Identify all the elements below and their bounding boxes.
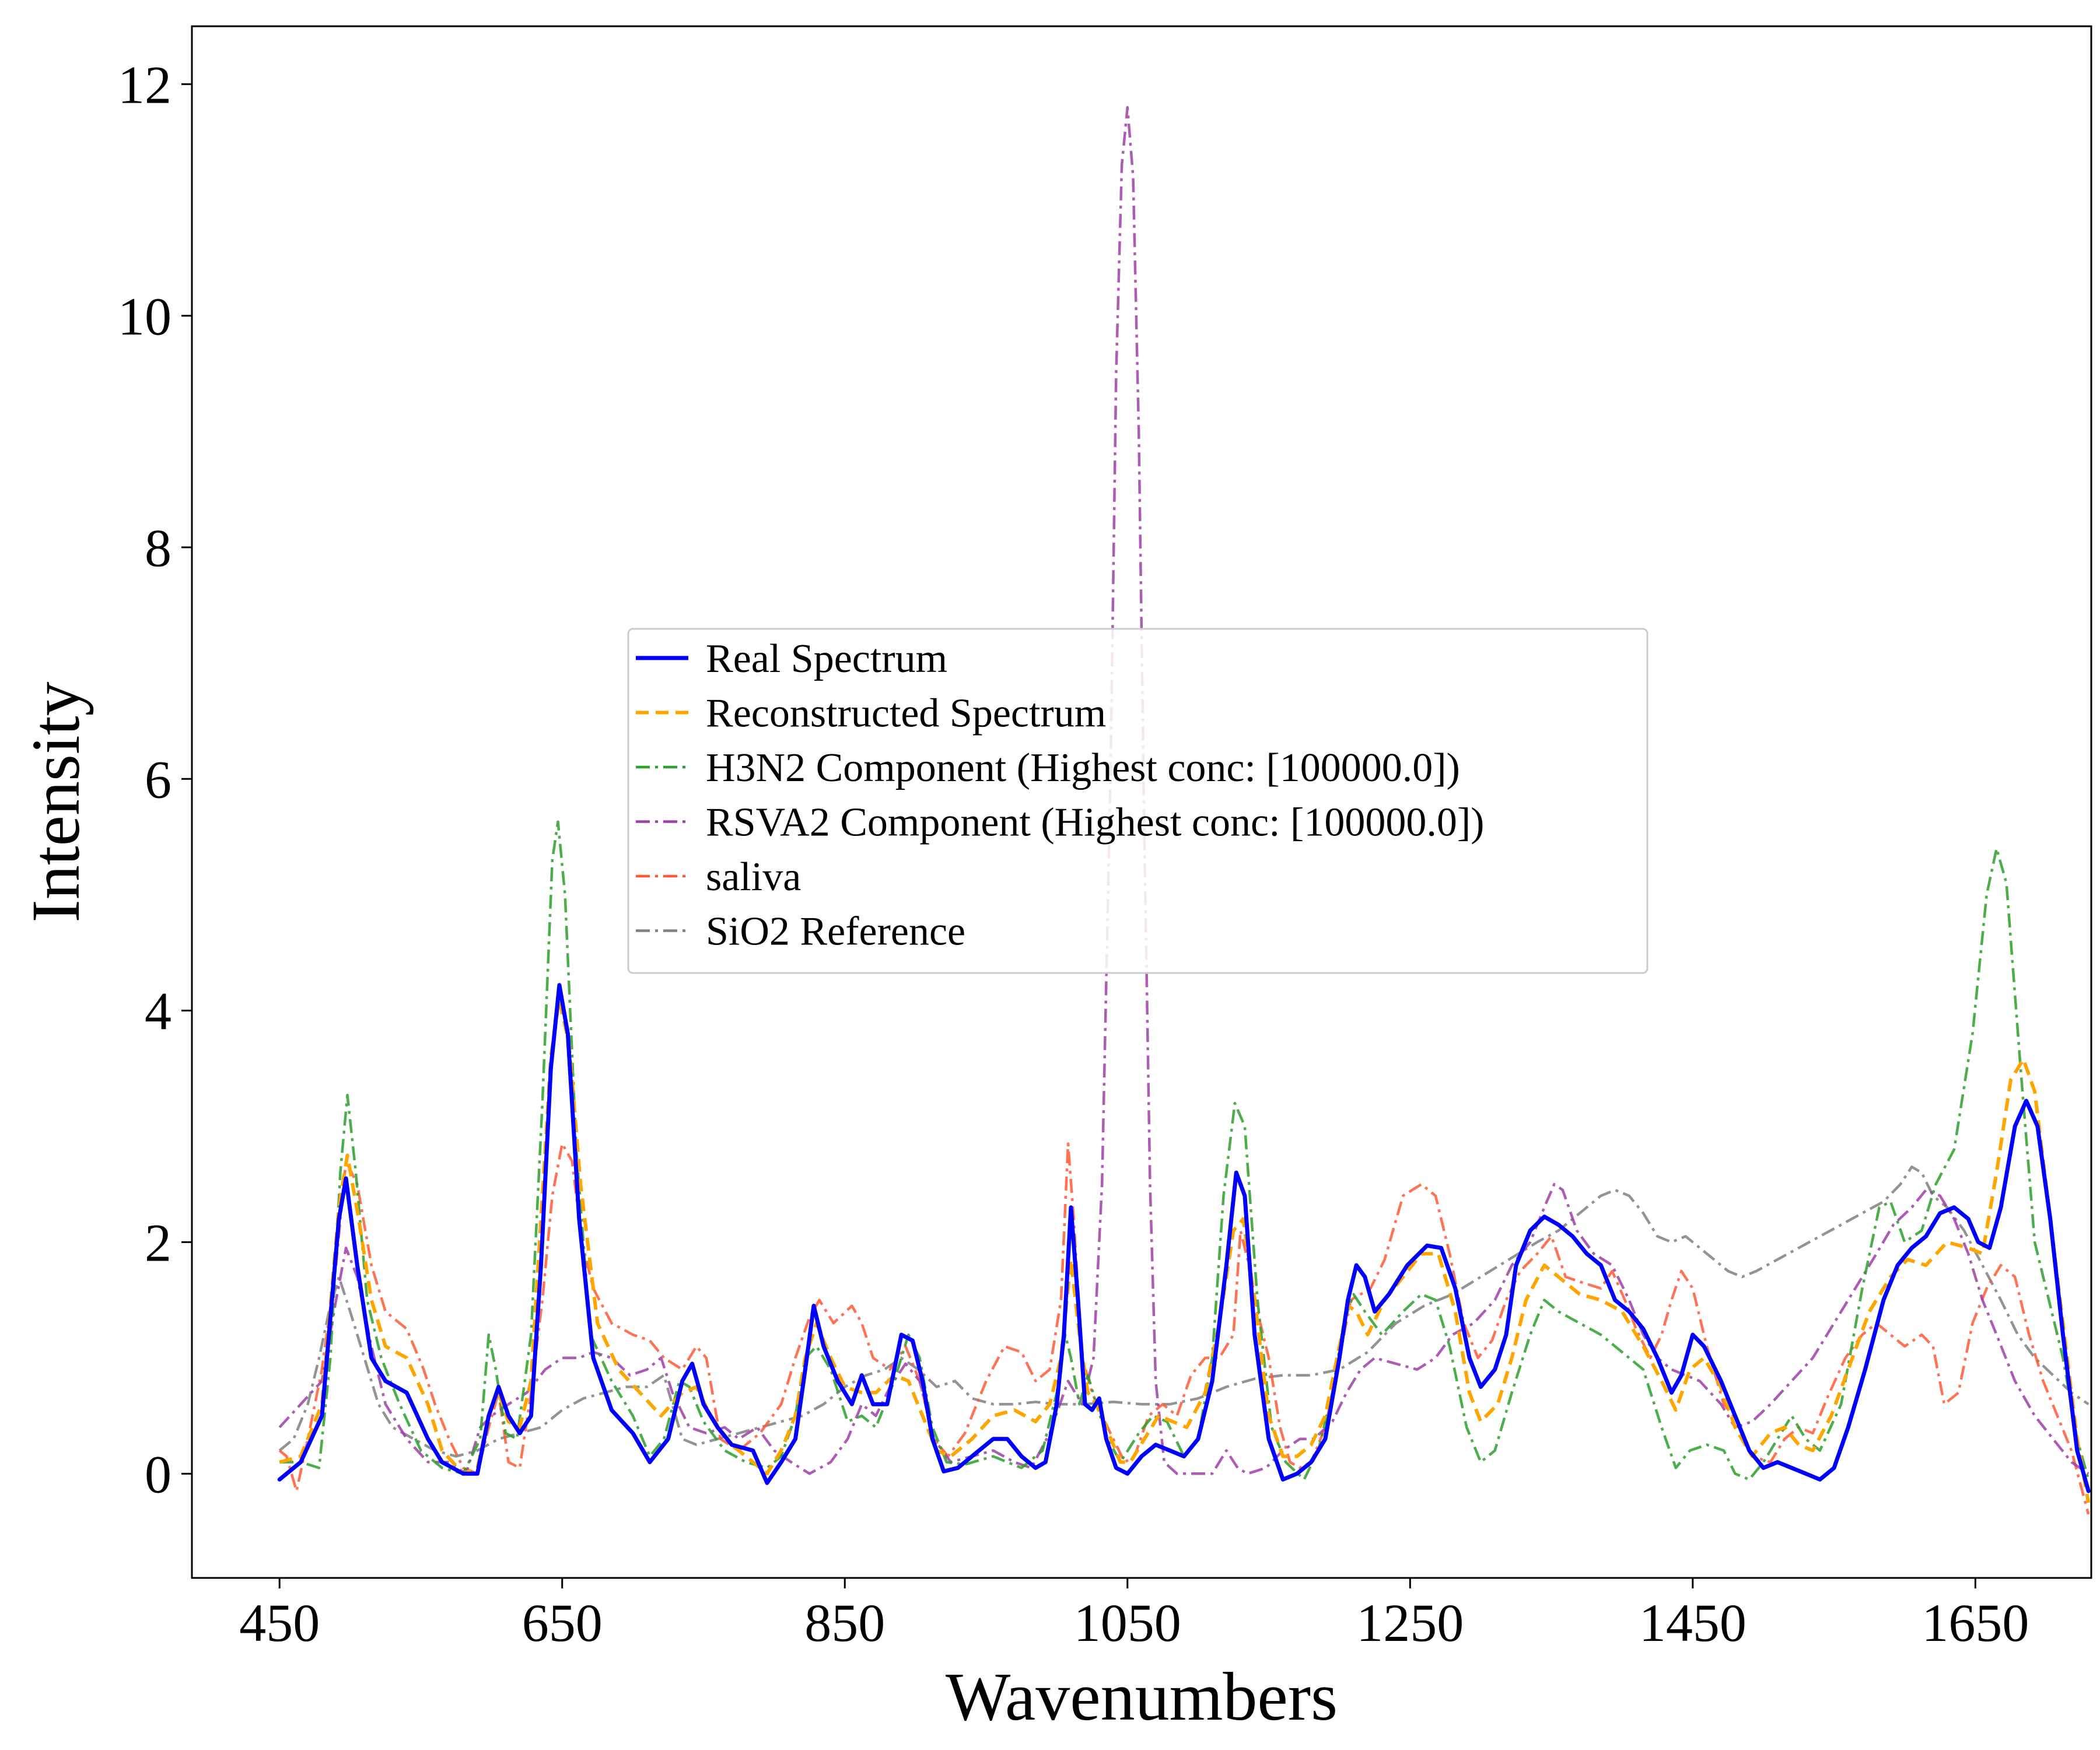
x-tick-label: 450 <box>239 1593 320 1653</box>
legend-label-1: Reconstructed Spectrum <box>706 691 1106 736</box>
series-line-0 <box>277 983 2091 1493</box>
legend-label-5: SiO2 Reference <box>706 909 965 954</box>
x-tick-label: 1650 <box>1922 1593 2029 1653</box>
legend-label-0: Real Spectrum <box>706 636 947 681</box>
series-line-4 <box>278 1142 2090 1515</box>
legend-label-4: saliva <box>706 855 801 900</box>
x-tick-label: 1450 <box>1639 1593 1746 1653</box>
y-axis: 0 2 4 6 8 10 12 <box>118 55 192 1504</box>
y-tick-label: 10 <box>118 286 172 346</box>
x-tick-label: 1050 <box>1074 1593 1181 1653</box>
x-tick-label: 850 <box>804 1593 885 1653</box>
y-tick-label: 6 <box>145 750 172 809</box>
series-layer <box>277 106 2091 1515</box>
x-axis: 450 650 850 1050 1250 1450 1650 <box>239 1578 2029 1653</box>
plot-frame <box>191 25 2092 1579</box>
x-axis-label: Wavenumbers <box>946 1658 1338 1735</box>
y-tick-label: 8 <box>145 518 172 578</box>
x-tick-label: 650 <box>522 1593 603 1653</box>
series-line-1 <box>279 997 2091 1503</box>
legend: Real Spectrum Reconstructed Spectrum H3N2 … <box>627 628 1648 974</box>
legend-box <box>627 628 1648 974</box>
y-tick-label: 12 <box>118 55 172 114</box>
x-tick-label: 1250 <box>1356 1593 1464 1653</box>
legend-label-3: RSVA2 Component (Highest conc: [100000.0… <box>706 800 1484 845</box>
y-axis-label: Intensity <box>18 682 94 923</box>
y-tick-label: 2 <box>145 1213 172 1272</box>
legend-label-2: H3N2 Component (Highest conc: [100000.0]… <box>706 746 1460 790</box>
y-tick-label: 4 <box>145 981 172 1041</box>
series-line-5 <box>278 1166 2090 1458</box>
y-tick-label: 0 <box>145 1444 172 1504</box>
